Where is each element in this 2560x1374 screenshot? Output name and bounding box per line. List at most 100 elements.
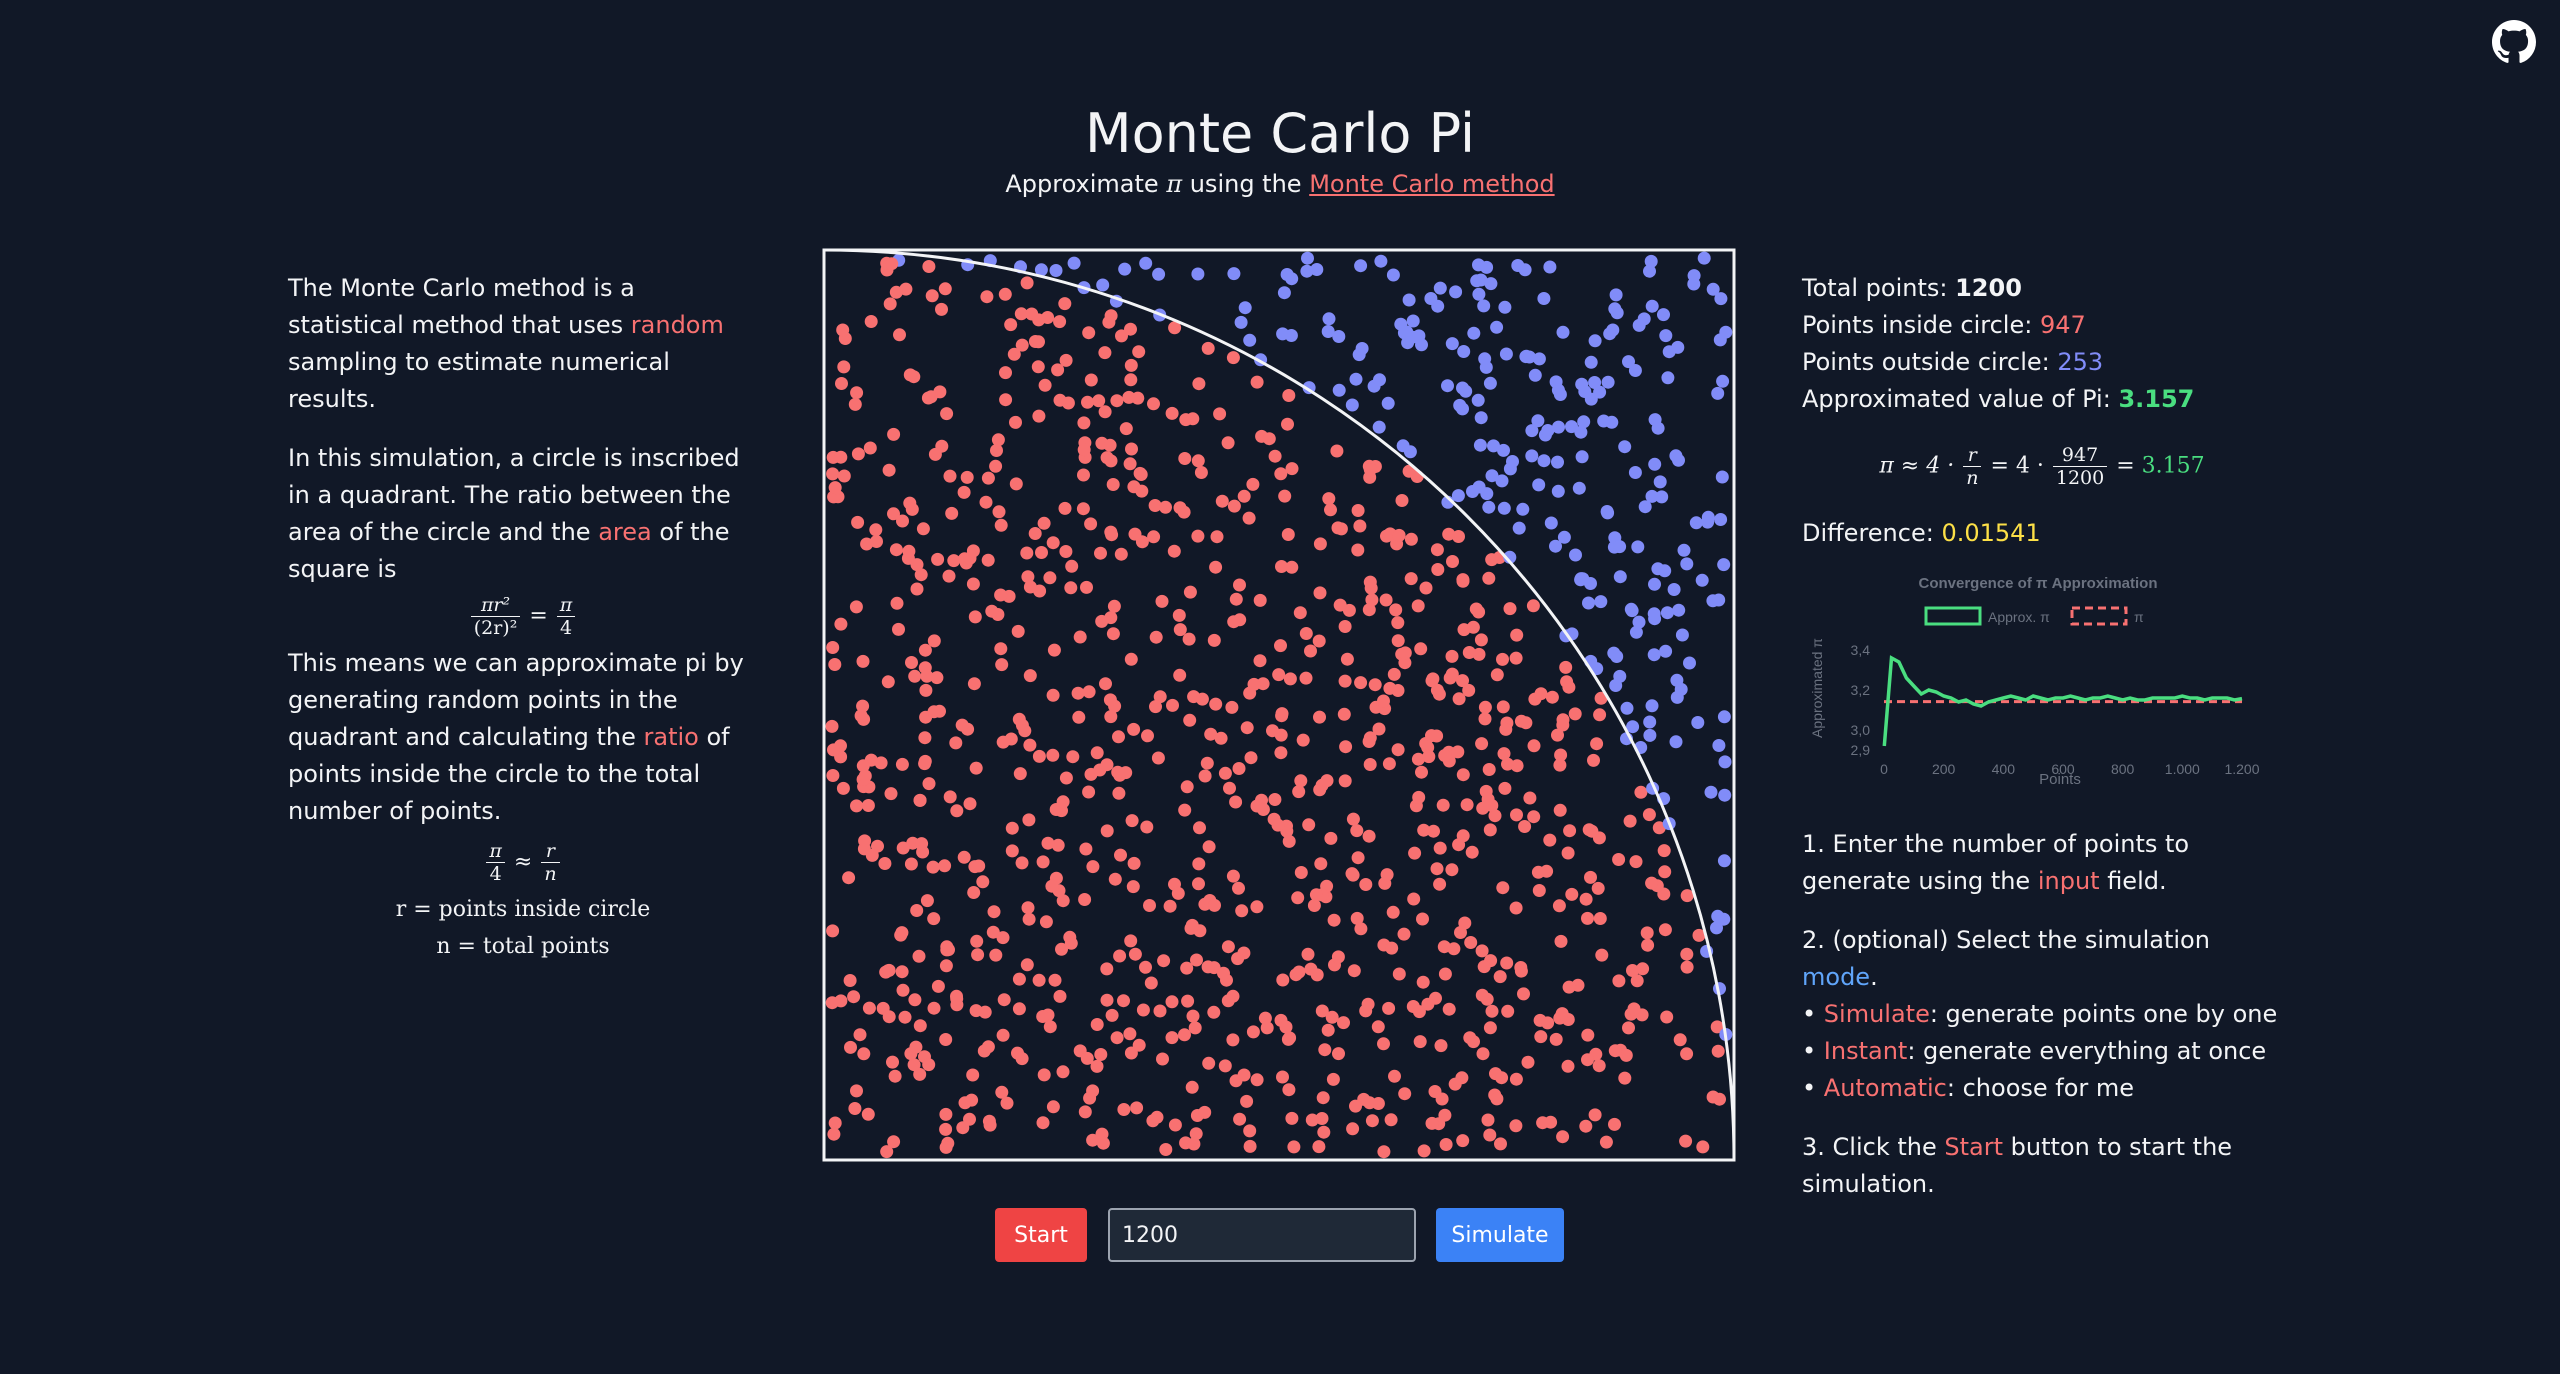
inside-point (1256, 803, 1270, 816)
mode-name: Simulate (1823, 1000, 1930, 1028)
inside-point (1351, 504, 1365, 517)
start-button[interactable]: Start (995, 1208, 1087, 1262)
inside-point (1608, 1117, 1621, 1131)
inside-point (1258, 1011, 1272, 1025)
inside-point (895, 926, 909, 940)
inside-point (1350, 824, 1364, 838)
inside-point (1464, 936, 1478, 949)
inside-point (1581, 1028, 1595, 1042)
inside-point (939, 959, 953, 973)
y-tick-label: 3,2 (1851, 682, 1871, 698)
inside-point (1417, 823, 1431, 837)
mode-item-automatic: Automatic: choose for me (1802, 1070, 2282, 1107)
inside-point (1431, 563, 1445, 576)
highlight-ratio: ratio (643, 723, 699, 751)
inside-point (938, 859, 952, 873)
inside-point (1377, 1145, 1391, 1159)
outside-point (1406, 314, 1420, 328)
subtitle-prefix: Approximate (1005, 170, 1167, 198)
inside-point (967, 886, 981, 899)
inside-point (836, 781, 850, 795)
outside-point (1301, 251, 1314, 265)
outside-point (1531, 414, 1545, 428)
inside-point (1645, 876, 1659, 890)
inside-point (1414, 642, 1428, 656)
inside-point (1391, 684, 1405, 697)
inside-point (916, 522, 930, 536)
inside-point (1481, 792, 1495, 806)
mode-list: Simulate: generate points one by one Ins… (1802, 996, 2282, 1107)
github-icon[interactable] (2492, 20, 2536, 64)
inside-point (1660, 1010, 1674, 1024)
instruction-text: 3. Click the (1802, 1133, 1945, 1161)
inside-point (1124, 934, 1138, 948)
inside-point (1015, 338, 1029, 352)
inside-point (965, 1093, 979, 1107)
mode-select-button[interactable]: Simulate (1436, 1208, 1564, 1262)
outside-point (1457, 345, 1471, 358)
inside-point (1198, 1105, 1212, 1119)
inside-point (888, 1069, 902, 1083)
inside-point (1593, 912, 1607, 925)
outside-point (1572, 481, 1586, 495)
inside-point (1612, 974, 1626, 988)
inside-point (1124, 373, 1138, 387)
outside-point (1575, 450, 1589, 464)
inside-point (928, 447, 942, 461)
inside-point (1086, 1133, 1100, 1147)
outside-point (1718, 788, 1732, 802)
inside-point (1434, 1039, 1448, 1053)
inside-point (905, 656, 918, 669)
points-input[interactable] (1108, 1208, 1416, 1262)
inside-point (1377, 1037, 1390, 1051)
inside-point (892, 622, 905, 636)
inside-point (1351, 851, 1365, 865)
inside-point (1388, 1069, 1401, 1083)
outside-point (1643, 715, 1657, 729)
outside-point (1322, 312, 1336, 326)
inside-point (996, 1028, 1010, 1042)
inside-point (1309, 888, 1323, 902)
inside-point (1063, 930, 1077, 944)
inside-point (1201, 341, 1215, 355)
inside-point (943, 790, 957, 804)
legend-swatch-approx (1924, 606, 1982, 626)
inside-point (895, 757, 909, 771)
inside-point (986, 925, 1000, 939)
inside-point (826, 924, 840, 938)
inside-point (1240, 1094, 1254, 1108)
outside-point (1661, 371, 1675, 385)
inside-point (1104, 454, 1118, 468)
inside-point (947, 554, 961, 568)
outside-point (1609, 288, 1623, 302)
inside-point (1331, 950, 1345, 964)
inside-point (1110, 1031, 1124, 1045)
inside-point (1618, 1071, 1632, 1085)
explanation-paragraph-1: The Monte Carlo method is a statistical … (288, 270, 758, 418)
inside-point (1462, 646, 1476, 659)
inside-point (1301, 947, 1315, 961)
inside-point (1204, 727, 1218, 741)
inside-point (918, 731, 932, 745)
outside-point (1718, 755, 1732, 769)
inside-point (1103, 693, 1117, 707)
outside-point (1648, 577, 1661, 591)
inside-point (1377, 694, 1390, 708)
inside-point (1022, 912, 1036, 926)
inside-point (895, 965, 909, 979)
inside-point (1014, 307, 1028, 321)
inside-point (1509, 651, 1523, 665)
monte-carlo-link[interactable]: Monte Carlo method (1309, 170, 1555, 198)
inside-point (1226, 351, 1240, 365)
inside-point (1185, 918, 1199, 932)
inside-point (991, 433, 1005, 447)
stat-label: Points outside circle: (1802, 348, 2058, 376)
outside-point (1672, 603, 1686, 617)
instruction-step-1: 1. Enter the number of points to generat… (1802, 826, 2282, 900)
inside-point (1058, 297, 1072, 311)
inside-point (826, 769, 840, 782)
outside-point (1628, 466, 1642, 479)
explanation-text: of points inside the circle to the total… (288, 723, 730, 825)
inside-point (1123, 457, 1137, 471)
outside-point (1593, 385, 1607, 399)
